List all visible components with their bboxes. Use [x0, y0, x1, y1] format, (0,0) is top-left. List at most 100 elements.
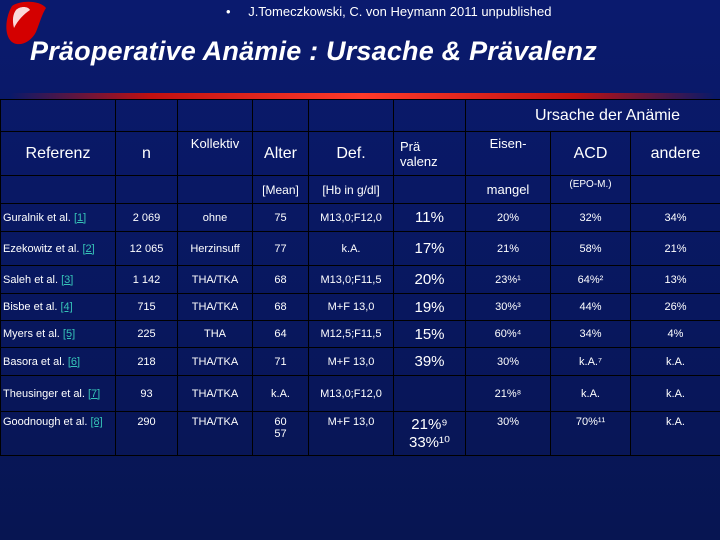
- eisen-cell: 23%¹: [465, 265, 551, 294]
- eisen-cell: 21%⁸: [465, 375, 551, 412]
- ref-cell: Guralnik et al. [1]: [0, 203, 116, 232]
- page-title: Präoperative Anämie : Ursache & Prävalen…: [30, 36, 597, 66]
- alter-cell: 68: [252, 293, 309, 321]
- def-cell: M13,0;F12,0: [308, 203, 394, 232]
- prev-value: 21%⁹: [411, 416, 448, 433]
- sub-mangel: mangel: [465, 175, 551, 204]
- alter-value-2: 57: [274, 428, 287, 440]
- ref-link[interactable]: [3]: [61, 273, 74, 286]
- ref-link[interactable]: [2]: [82, 242, 95, 255]
- sub-hb: [Hb in g/dl]: [308, 175, 394, 204]
- ref-name: Saleh et al.: [3, 273, 59, 286]
- table-row: Theusinger et al. [7] 93 THA/TKA k.A. M1…: [0, 375, 720, 412]
- def-cell: M12,5;F11,5: [308, 320, 394, 348]
- acd-cell: 64%²: [550, 265, 631, 294]
- sub-mean: [Mean]: [252, 175, 309, 204]
- ref-name: Myers et al.: [3, 328, 60, 340]
- eisen-cell: 30%: [465, 347, 551, 376]
- def-cell: M+F 13,0: [308, 411, 394, 456]
- andere-cell: k.A.: [630, 411, 720, 456]
- andere-cell: k.A.: [630, 347, 720, 376]
- ref-link[interactable]: [8]: [90, 416, 103, 428]
- acd-cell: k.A.⁷: [550, 347, 631, 376]
- prev-cell: 21%⁹ 33%¹⁰: [393, 411, 466, 456]
- n-cell: 2 069: [115, 203, 178, 232]
- n-cell: 715: [115, 293, 178, 321]
- ref-cell: Theusinger et al. [7]: [0, 375, 116, 412]
- acd-cell: 70%¹¹: [550, 411, 631, 456]
- prev-cell: 20%: [393, 265, 466, 294]
- cause-header: Ursache der Anämie: [465, 99, 720, 132]
- eisen-cell: 20%: [465, 203, 551, 232]
- prev-cell: 11%: [393, 203, 466, 232]
- ref-cell: Basora et al. [6]: [0, 347, 116, 376]
- eisen-cell: 30%³: [465, 293, 551, 321]
- ref-name: Theusinger et al.: [3, 387, 85, 400]
- alter-cell: 75: [252, 203, 309, 232]
- ref-link[interactable]: [5]: [62, 328, 76, 340]
- ref-link[interactable]: [4]: [60, 301, 73, 313]
- acd-cell: 44%: [550, 293, 631, 321]
- andere-cell: 26%: [630, 293, 720, 321]
- ref-name: Basora et al.: [3, 355, 65, 368]
- alter-value: 60: [274, 416, 287, 428]
- kollektiv-cell: THA: [177, 320, 253, 348]
- alter-cell: 64: [252, 320, 309, 348]
- ref-name: Guralnik et al.: [3, 211, 71, 224]
- kollektiv-cell: Herzinsuff: [177, 231, 253, 266]
- n-cell: 93: [115, 375, 178, 412]
- ref-link[interactable]: [6]: [67, 355, 81, 368]
- ref-link[interactable]: [1]: [73, 211, 87, 224]
- n-cell: 1 142: [115, 265, 178, 294]
- alter-cell: 68: [252, 265, 309, 294]
- table-row: Basora et al. [6] 218 THA/TKA 71 M+F 13,…: [0, 347, 720, 376]
- kollektiv-cell: ohne: [177, 203, 253, 232]
- n-cell: 12 065: [115, 231, 178, 266]
- drop-logo-icon: [6, 1, 46, 45]
- prev-cell: 39%: [393, 347, 466, 376]
- ref-cell: Bisbe et al. [4]: [0, 293, 116, 321]
- col-eisen: Eisen-: [465, 131, 551, 176]
- def-cell: M13,0;F12,0: [308, 375, 394, 412]
- col-kollektiv: Kollektiv: [177, 131, 253, 176]
- acd-cell: 58%: [550, 231, 631, 266]
- kollektiv-cell: THA/TKA: [177, 347, 253, 376]
- ref-cell: Ezekowitz et al. [2]: [0, 231, 116, 266]
- kollektiv-cell: THA/TKA: [177, 375, 253, 412]
- col-pravalenz: Prä valenz: [393, 131, 466, 176]
- citation-line: • J.Tomeczkowski, C. von Heymann 2011 un…: [226, 4, 551, 19]
- col-andere: andere: [630, 131, 720, 176]
- citation-text: J.Tomeczkowski, C. von Heymann 2011 unpu…: [248, 4, 552, 19]
- andere-cell: 34%: [630, 203, 720, 232]
- prev-cell: [393, 375, 466, 412]
- def-cell: M+F 13,0: [308, 347, 394, 376]
- eisen-cell: 60%⁴: [465, 320, 551, 348]
- ref-cell: Saleh et al. [3]: [0, 265, 116, 294]
- col-alter: Alter: [252, 131, 309, 176]
- def-cell: M+F 13,0: [308, 293, 394, 321]
- andere-cell: k.A.: [630, 375, 720, 412]
- kollektiv-cell: THA/TKA: [177, 411, 253, 456]
- eisen-cell: 30%: [465, 411, 551, 456]
- table-row: Bisbe et al. [4] 715 THA/TKA 68 M+F 13,0…: [0, 293, 720, 321]
- ref-link[interactable]: [7]: [88, 387, 101, 400]
- sub-epo: (EPO-M.): [550, 175, 631, 204]
- def-cell: k.A.: [308, 231, 394, 266]
- alter-cell: 71: [252, 347, 309, 376]
- prev-cell: 15%: [393, 320, 466, 348]
- andere-cell: 4%: [630, 320, 720, 348]
- andere-cell: 13%: [630, 265, 720, 294]
- n-cell: 225: [115, 320, 178, 348]
- title-divider: [10, 93, 715, 99]
- ref-name: Goodnough et al.: [3, 416, 88, 428]
- alter-cell: 77: [252, 231, 309, 266]
- bullet: •: [226, 4, 231, 19]
- kollektiv-cell: THA/TKA: [177, 265, 253, 294]
- col-acd: ACD: [550, 131, 631, 176]
- col-pra: Prä: [400, 138, 421, 154]
- prev-cell: 17%: [393, 231, 466, 266]
- col-def: Def.: [308, 131, 394, 176]
- alter-cell: k.A.: [252, 375, 309, 412]
- cause-header-row: Ursache der Anämie: [0, 99, 720, 132]
- ref-cell: Goodnough et al. [8]: [0, 411, 116, 456]
